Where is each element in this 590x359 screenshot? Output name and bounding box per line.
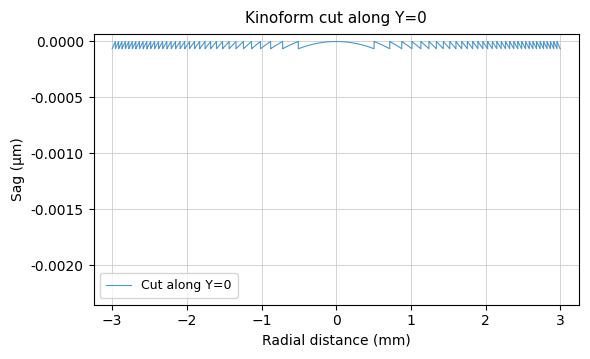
X-axis label: Radial distance (mm): Radial distance (mm) — [262, 334, 411, 348]
Line: Cut along Y=0: Cut along Y=0 — [112, 42, 560, 49]
Title: Kinoform cut along Y=0: Kinoform cut along Y=0 — [245, 11, 427, 26]
Cut along Y=0 — [109, 47, 116, 51]
Cut along Y=0 — [557, 47, 564, 51]
Cut along Y=0 — [333, 39, 340, 44]
Cut along Y=0 — [132, 39, 139, 44]
Cut along Y=0 — [338, 39, 345, 44]
Cut along Y=0 — [225, 41, 232, 45]
Legend: Cut along Y=0: Cut along Y=0 — [100, 273, 238, 298]
Cut along Y=0 — [381, 44, 388, 48]
Cut along Y=0 — [345, 40, 352, 45]
Cut along Y=0 — [175, 42, 182, 46]
Y-axis label: Sag (µm): Sag (µm) — [11, 137, 25, 201]
